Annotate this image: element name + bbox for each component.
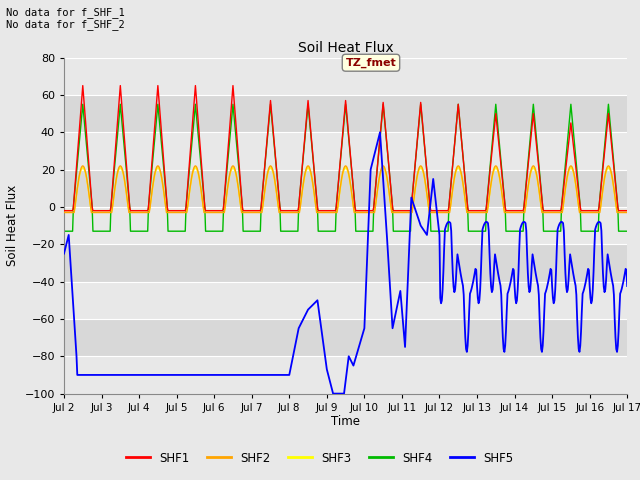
Bar: [64, 58, 627, 95]
Bar: [64, 95, 627, 132]
Bar: [64, 356, 627, 394]
Text: TZ_fmet: TZ_fmet: [346, 58, 396, 68]
Bar: [64, 207, 627, 244]
Title: Soil Heat Flux: Soil Heat Flux: [298, 41, 394, 55]
Bar: [64, 244, 627, 282]
Bar: [64, 282, 627, 319]
Text: No data for f_SHF_1: No data for f_SHF_1: [6, 7, 125, 18]
Bar: [64, 319, 627, 356]
Text: No data for f_SHF_2: No data for f_SHF_2: [6, 19, 125, 30]
Y-axis label: Soil Heat Flux: Soil Heat Flux: [6, 185, 19, 266]
Legend: SHF1, SHF2, SHF3, SHF4, SHF5: SHF1, SHF2, SHF3, SHF4, SHF5: [122, 447, 518, 469]
X-axis label: Time: Time: [331, 415, 360, 429]
Bar: [64, 169, 627, 207]
Bar: [64, 132, 627, 169]
